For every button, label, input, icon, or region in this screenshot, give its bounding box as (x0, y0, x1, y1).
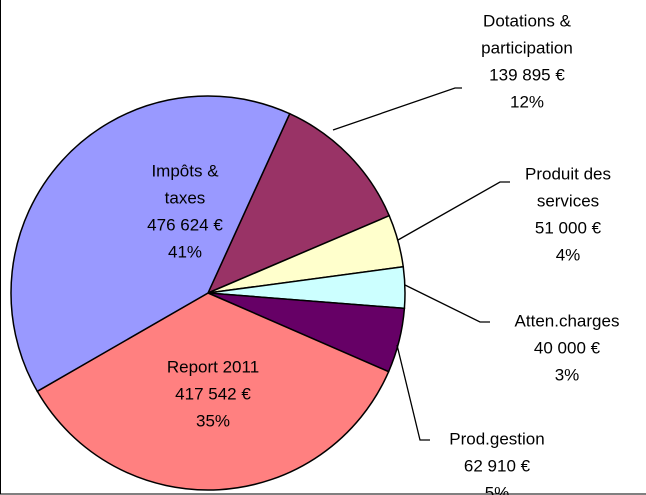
percent-label: 3% (555, 365, 580, 384)
percent-label: 12% (510, 92, 544, 111)
leader-line (396, 344, 430, 441)
slice-label: taxes (165, 188, 206, 207)
slice-label: Atten.charges (515, 311, 620, 330)
value-label: 139 895 € (489, 65, 565, 84)
pie-slice (36, 292, 390, 491)
leader-line (397, 181, 510, 241)
slice-label: Report 2011 (167, 357, 259, 376)
percent-label: 5% (485, 483, 510, 495)
slice-label: services (537, 191, 599, 210)
value-label: 40 000 € (534, 338, 601, 357)
value-label: 417 542 € (175, 384, 251, 403)
slice-label: Dotations & (483, 11, 572, 30)
value-label: 476 624 € (147, 215, 223, 234)
percent-label: 35% (196, 411, 230, 430)
slice-label: Impôts & (151, 161, 219, 180)
value-label: 62 910 € (464, 456, 531, 475)
percent-label: 41% (168, 242, 202, 261)
pie-slice (206, 112, 391, 295)
slice-label: Prod.gestion (449, 429, 544, 448)
leader-line (404, 284, 490, 323)
percent-label: 4% (556, 245, 581, 264)
leader-line (332, 87, 462, 131)
slice-label: Produit des (525, 164, 611, 183)
slice-label: participation (481, 38, 573, 57)
value-label: 51 000 € (535, 218, 602, 237)
pie-slice (10, 95, 291, 393)
